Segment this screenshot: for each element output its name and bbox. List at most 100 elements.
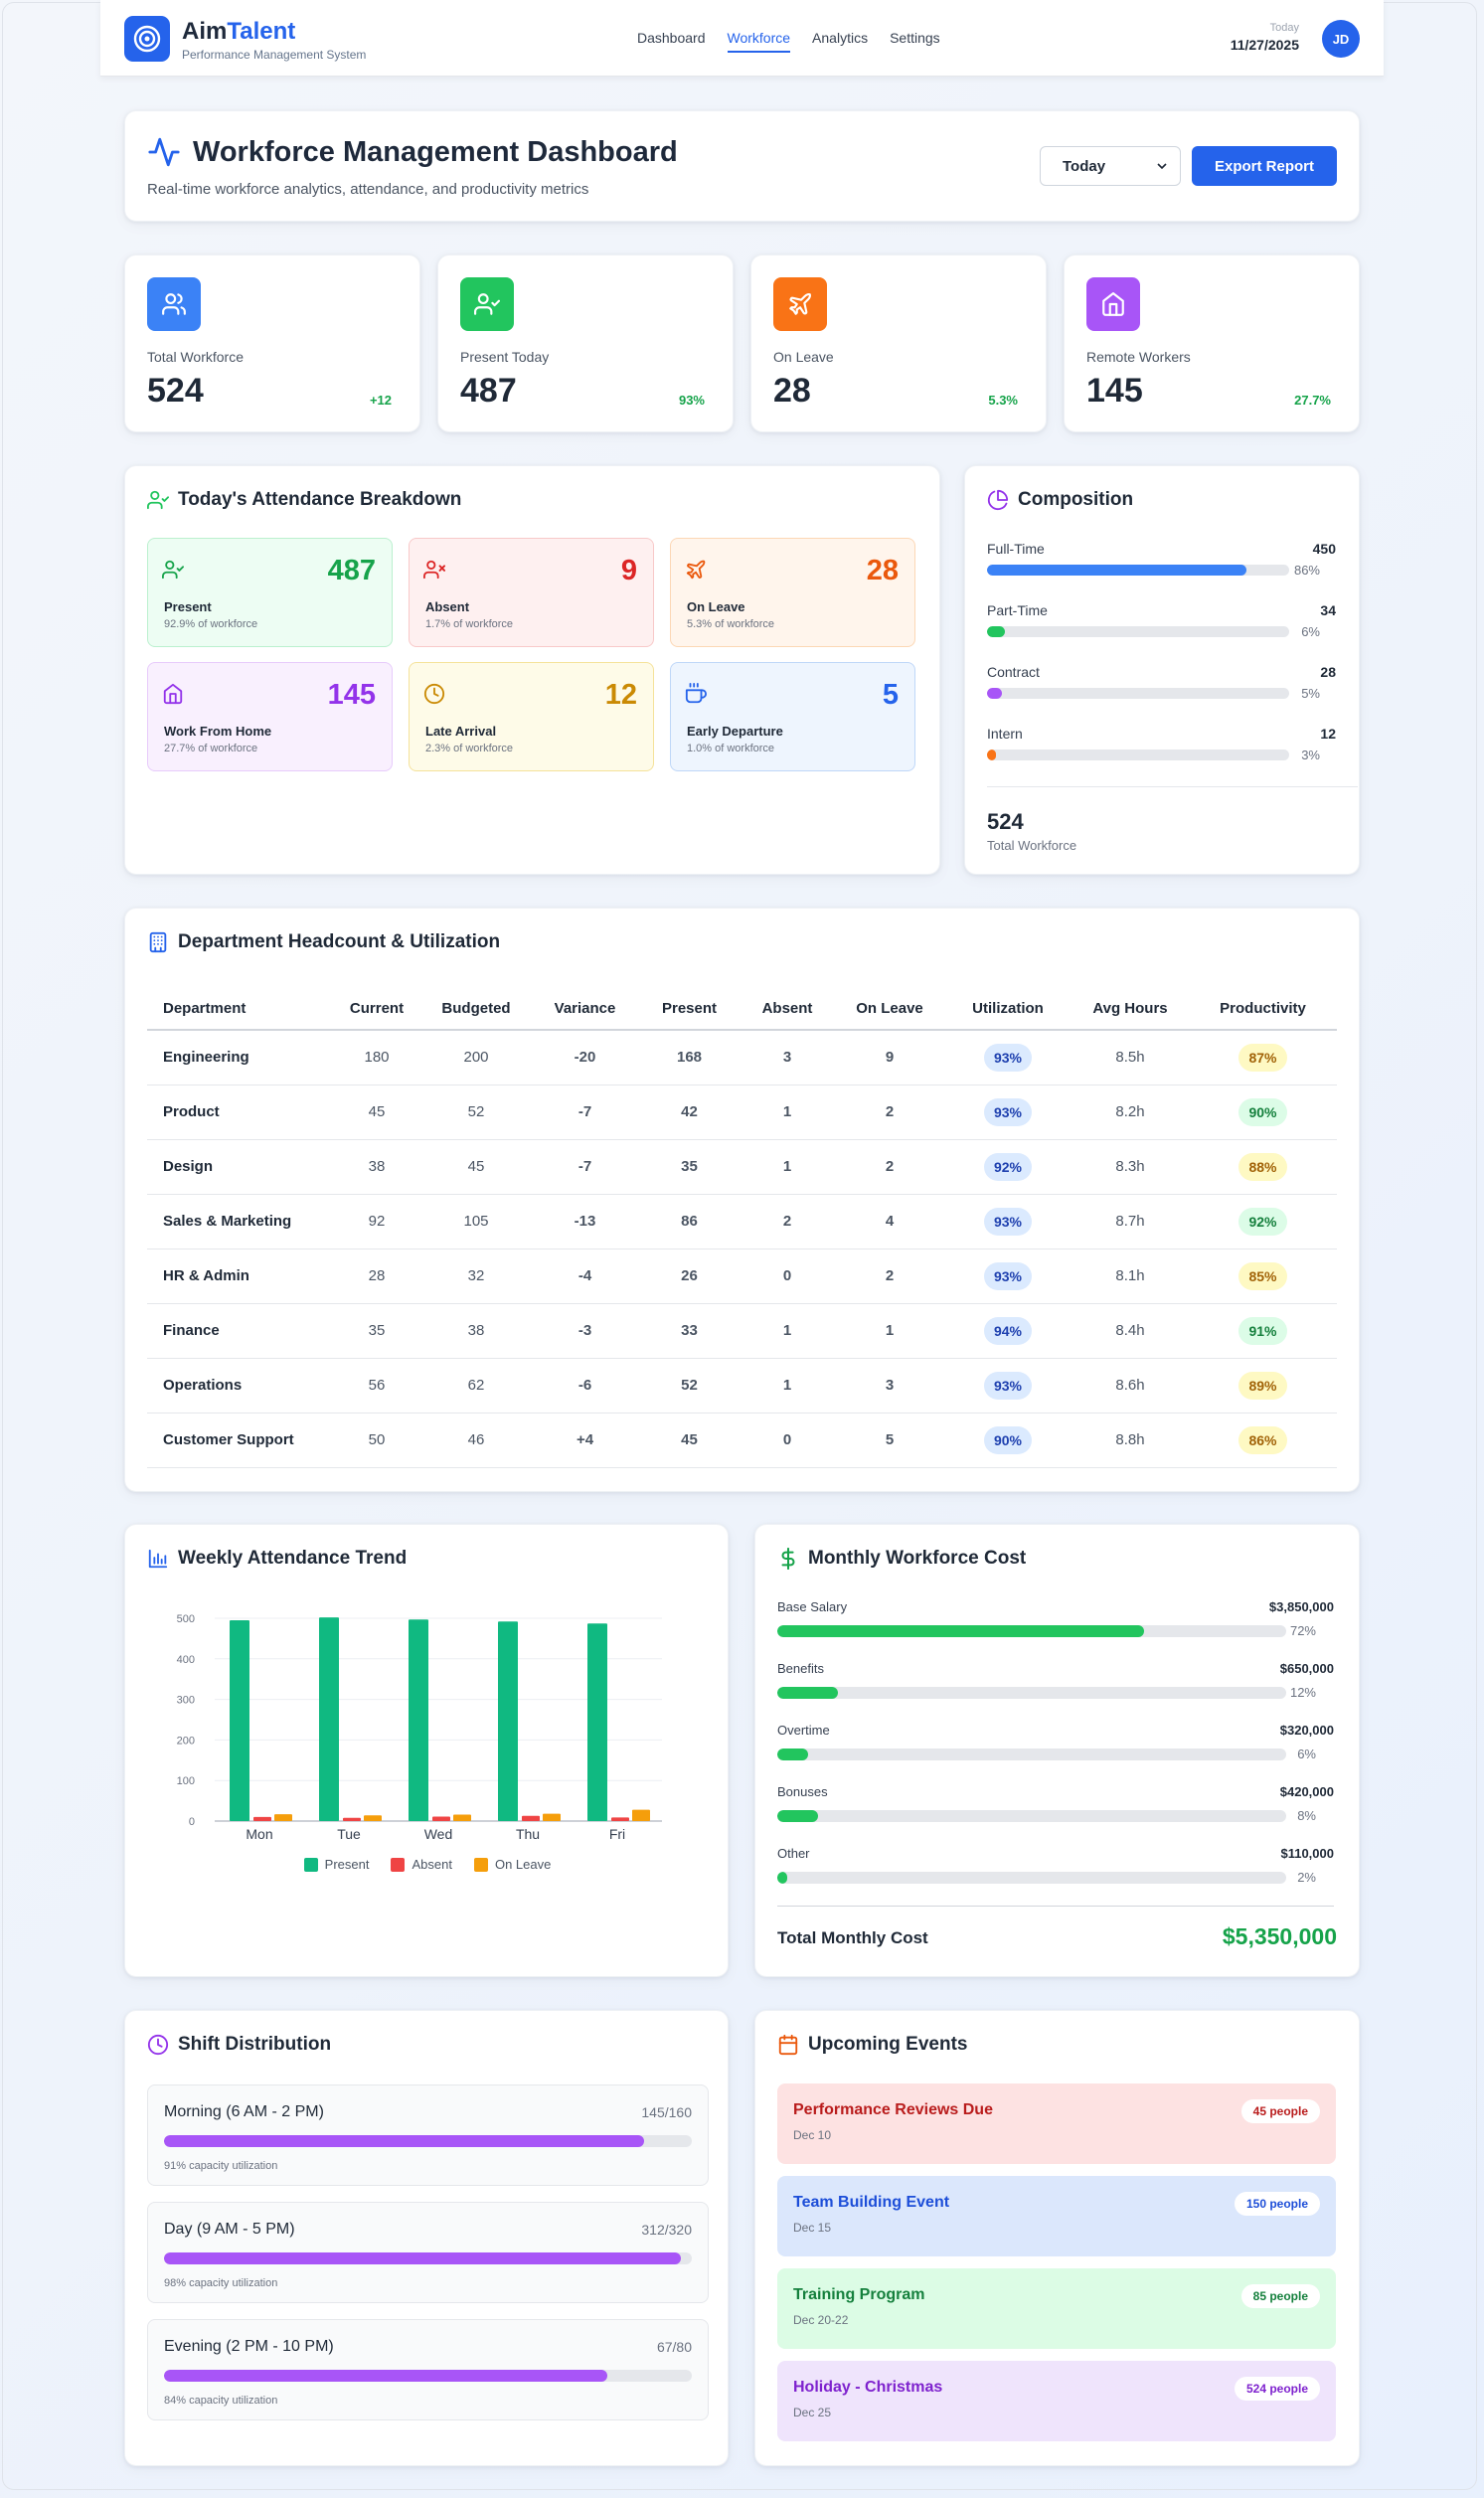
- bar-on-leave: [364, 1815, 382, 1821]
- column-header[interactable]: Budgeted: [421, 987, 531, 1031]
- column-header[interactable]: Utilization: [944, 987, 1072, 1031]
- composition-bar: [987, 688, 1289, 699]
- x-tick-label: Mon: [246, 1826, 272, 1842]
- cell-avg-hours: 8.4h: [1072, 1303, 1189, 1359]
- attendance-breakdown-card: Today's Attendance Breakdown 487 Present…: [124, 465, 940, 875]
- tile-value: 9: [620, 555, 637, 586]
- event-item[interactable]: Team Building Event Dec 15 150 people: [777, 2176, 1336, 2256]
- composition-bar: [987, 749, 1289, 760]
- utilization-badge: 92%: [983, 1152, 1033, 1181]
- department-table: Department Current Budgeted Variance Pre…: [147, 987, 1337, 1468]
- legend-item[interactable]: Absent: [391, 1857, 452, 1872]
- export-report-button[interactable]: Export Report: [1192, 146, 1337, 186]
- event-item[interactable]: Training Program Dec 20-22 85 people: [777, 2268, 1336, 2349]
- user-avatar[interactable]: JD: [1322, 20, 1360, 58]
- table-row[interactable]: Design 38 45 -7 35 1 2 92% 8.3h 88%: [147, 1139, 1337, 1195]
- column-header[interactable]: Avg Hours: [1072, 987, 1189, 1031]
- table-row[interactable]: Customer Support 50 46 +4 45 0 5 90% 8.8h 86%: [147, 1413, 1337, 1468]
- cell-utilization: 93%: [944, 1194, 1072, 1249]
- x-tick-label: Tue: [337, 1826, 361, 1842]
- current-date: Today 11/27/2025: [1231, 22, 1299, 53]
- column-header[interactable]: Absent: [740, 987, 835, 1031]
- calendar-icon: [778, 2034, 798, 2056]
- table-row[interactable]: Finance 35 38 -3 33 1 1 94% 8.4h 91%: [147, 1303, 1337, 1359]
- cell-variance: -7: [531, 1139, 639, 1195]
- cell-avg-hours: 8.2h: [1072, 1084, 1189, 1140]
- tile-label: Present: [164, 599, 212, 614]
- cell-utilization: 94%: [944, 1303, 1072, 1359]
- cost-row: Overtime $320,000 6%: [777, 1723, 1334, 1784]
- cell-on-leave: 1: [835, 1303, 944, 1359]
- cell-on-leave: 3: [835, 1358, 944, 1414]
- column-header[interactable]: Department: [147, 987, 332, 1031]
- composition-row: Full-Time 450 86%: [987, 541, 1336, 600]
- stat-value: 487: [460, 372, 517, 410]
- composition-pct: 3%: [1301, 748, 1320, 762]
- cell-absent: 0: [740, 1413, 835, 1468]
- attendance-title: Today's Attendance Breakdown: [147, 489, 461, 511]
- tile-sub: 5.3% of workforce: [687, 618, 775, 630]
- event-item[interactable]: Performance Reviews Due Dec 10 45 people: [777, 2083, 1336, 2164]
- pie-chart-icon: [987, 489, 1009, 511]
- legend-item[interactable]: Present: [303, 1857, 369, 1872]
- column-header[interactable]: Variance: [531, 987, 639, 1031]
- composition-name: Full-Time: [987, 541, 1045, 557]
- utilization-badge: 93%: [983, 1371, 1033, 1400]
- nav-settings[interactable]: Settings: [890, 30, 940, 46]
- clock-icon: [423, 683, 445, 705]
- tile-sub: 27.7% of workforce: [164, 743, 258, 754]
- productivity-badge: 92%: [1238, 1207, 1287, 1236]
- app-name: AimTalent: [182, 18, 296, 45]
- stat-card-remote-workers: Remote Workers 145 27.7%: [1064, 254, 1360, 432]
- legend-item[interactable]: On Leave: [473, 1857, 551, 1872]
- logo-icon[interactable]: [124, 16, 170, 62]
- date-label: Today: [1269, 22, 1299, 34]
- shift-count: 67/80: [656, 2339, 692, 2355]
- column-header[interactable]: Productivity: [1189, 987, 1337, 1031]
- column-header[interactable]: On Leave: [835, 987, 944, 1031]
- composition-card: Composition Full-Time 450 86% Part-Time …: [964, 465, 1360, 875]
- bar-on-leave: [543, 1813, 561, 1821]
- column-header[interactable]: Current: [332, 987, 421, 1031]
- nav-workforce[interactable]: Workforce: [727, 30, 791, 53]
- table-row[interactable]: Product 45 52 -7 42 1 2 93% 8.2h 90%: [147, 1084, 1337, 1140]
- tile-label: On Leave: [687, 599, 745, 614]
- cell-absent: 1: [740, 1303, 835, 1359]
- total-cost-value: $5,350,000: [1222, 1923, 1337, 1949]
- cell-present: 35: [639, 1139, 740, 1195]
- table-row[interactable]: HR & Admin 28 32 -4 26 0 2 93% 8.1h 85%: [147, 1249, 1337, 1304]
- y-tick-label: 100: [177, 1775, 195, 1787]
- cell-absent: 0: [740, 1249, 835, 1304]
- bar-on-leave: [453, 1814, 471, 1821]
- event-item[interactable]: Holiday - Christmas Dec 25 524 people: [777, 2361, 1336, 2441]
- cell-on-leave: 4: [835, 1194, 944, 1249]
- divider: [987, 786, 1358, 787]
- composition-count: 450: [1312, 541, 1336, 557]
- table-header-row: Department Current Budgeted Variance Pre…: [147, 987, 1337, 1031]
- cell-budgeted: 32: [421, 1249, 531, 1304]
- period-select[interactable]: Today: [1040, 146, 1181, 186]
- cell-on-leave: 2: [835, 1084, 944, 1140]
- tile-label: Late Arrival: [425, 724, 497, 739]
- cell-variance: -4: [531, 1249, 639, 1304]
- composition-bar-fill: [987, 565, 1247, 576]
- cell-avg-hours: 8.8h: [1072, 1413, 1189, 1468]
- legend-swatch: [303, 1857, 318, 1872]
- cost-bar: [777, 1687, 1286, 1699]
- cell-current: 180: [332, 1030, 421, 1085]
- cost-bar-fill: [777, 1810, 818, 1822]
- plane-icon: [773, 277, 827, 331]
- table-row[interactable]: Engineering 180 200 -20 168 3 9 93% 8.5h 87%: [147, 1030, 1337, 1085]
- column-header[interactable]: Present: [639, 987, 740, 1031]
- bar-present: [498, 1621, 518, 1821]
- nav-dashboard[interactable]: Dashboard: [637, 30, 706, 46]
- stat-card-present-today: Present Today 487 93%: [437, 254, 734, 432]
- shift-bar: [164, 2252, 692, 2264]
- productivity-badge: 87%: [1238, 1043, 1287, 1072]
- table-row[interactable]: Operations 56 62 -6 52 1 3 93% 8.6h 89%: [147, 1358, 1337, 1414]
- table-row[interactable]: Sales & Marketing 92 105 -13 86 2 4 93% 8.7h 92%: [147, 1194, 1337, 1249]
- cell-variance: -13: [531, 1194, 639, 1249]
- bar-present: [409, 1619, 428, 1821]
- nav-analytics[interactable]: Analytics: [812, 30, 869, 46]
- stat-value: 524: [147, 372, 204, 410]
